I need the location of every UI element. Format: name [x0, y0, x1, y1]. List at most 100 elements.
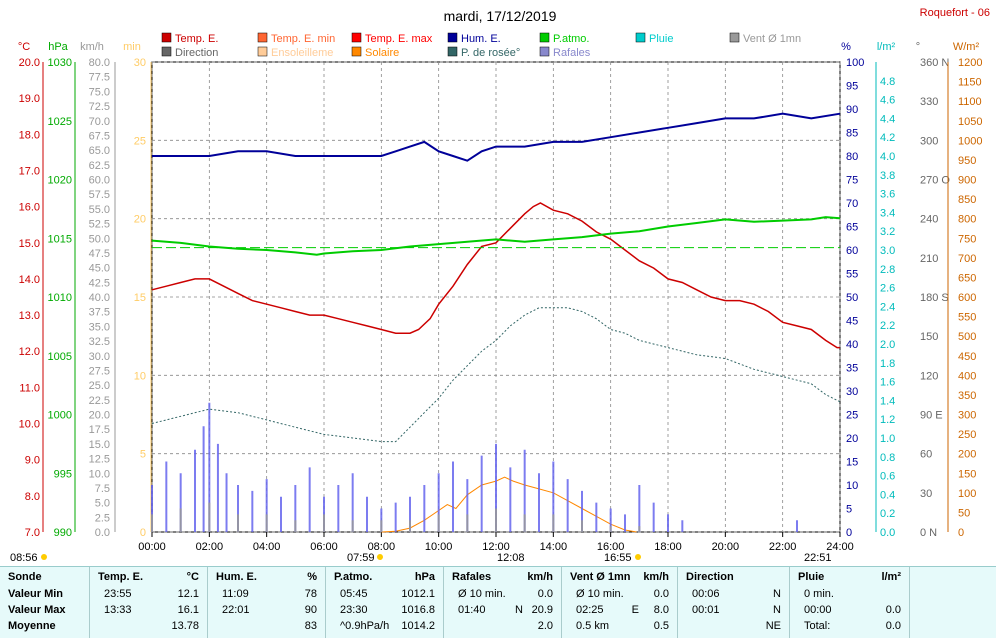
stats-column: Hum. E.% 11:09 78 22:01 90 83	[208, 567, 326, 638]
direction-tick: 0 N	[920, 527, 937, 539]
solar-tick: 100	[958, 488, 976, 500]
rain-axis-unit: l/m²	[877, 41, 896, 53]
pressure-tick: 1005	[48, 351, 72, 363]
stats-cell-value: 1012.1	[401, 588, 435, 600]
legend-swatch	[351, 46, 362, 57]
stats-cell-time: 23:30	[340, 604, 368, 616]
stats-cell-value: N	[773, 604, 781, 616]
solar-tick: 1200	[958, 57, 982, 69]
legend-swatch	[635, 32, 646, 43]
wind-tick: 10.0	[89, 468, 110, 480]
direction-tick: 150	[920, 331, 938, 343]
direction-tick: 120	[920, 370, 938, 382]
stats-cell-value: 0.0	[537, 588, 553, 600]
rain-tick: 3.2	[880, 226, 895, 238]
stats-cell-time: 02:25	[576, 604, 604, 616]
legend-label: Pluie	[649, 33, 673, 45]
humidity-tick: 5	[846, 504, 852, 516]
sun-icon	[377, 554, 383, 560]
wind-tick: 75.0	[89, 86, 110, 98]
solar-tick: 0	[958, 527, 964, 539]
time-tick: 18:00	[654, 541, 682, 553]
stats-cell-value: 8.0	[653, 604, 669, 616]
wind-tick: 22.5	[89, 395, 110, 407]
time-tick: 16:00	[597, 541, 625, 553]
chart-title: mardi, 17/12/2019	[444, 8, 557, 24]
rain-tick: 0.0	[880, 527, 895, 539]
legend-label: Temp. E. max	[365, 33, 433, 45]
pressure-tick: 1015	[48, 233, 72, 245]
rain-tick: 4.8	[880, 76, 895, 88]
temp-tick: 11.0	[19, 382, 40, 394]
legend-label: Rafales	[553, 47, 591, 59]
legend-swatch	[161, 32, 172, 43]
stats-cell-value: 0.0	[653, 588, 669, 600]
stats-column: Sonde Valeur Min Valeur Max Moyenne	[0, 567, 90, 638]
wind-tick: 47.5	[89, 248, 110, 260]
sun-tick: 15	[134, 292, 146, 304]
tmax-time-label: 12:08	[497, 552, 525, 564]
direction-axis-unit: °	[916, 41, 920, 53]
stats-header: Sonde	[8, 571, 42, 583]
stats-cell-value: 20.9	[531, 604, 553, 616]
rain-tick: 2.8	[880, 264, 895, 276]
stats-column: Pluie l/m² 0 min. 00:00 0.0 Total: 0.0	[790, 567, 910, 638]
temp-tick: 7.0	[25, 527, 40, 539]
direction-tick: 60	[920, 449, 932, 461]
wind-tick: 42.5	[89, 277, 110, 289]
solar-tick: 150	[958, 468, 976, 480]
rain-tick: 3.0	[880, 245, 895, 257]
time-tick: 22:00	[769, 541, 797, 553]
solar-axis-unit: W/m²	[953, 41, 980, 53]
humidity-tick: 60	[846, 245, 858, 257]
wind-tick: 17.5	[89, 424, 110, 436]
stats-header-unit: °C	[186, 571, 199, 583]
solar-tick: 950	[958, 155, 976, 167]
temp-tick: 14.0	[19, 274, 40, 286]
rain-tick: 4.0	[880, 151, 895, 163]
stats-header: Temp. E.	[98, 571, 144, 583]
humidity-tick: 65	[846, 222, 858, 234]
stats-cell-time: 23:55	[104, 588, 132, 600]
humidity-tick: 25	[846, 410, 858, 422]
wind-tick: 80.0	[89, 57, 110, 69]
direction-tick: 180 S	[920, 292, 949, 304]
wind-tick: 0.0	[95, 527, 110, 539]
humidity-tick: 0	[846, 527, 852, 539]
rain-tick: 1.8	[880, 358, 895, 370]
stats-cell-value: 1016.8	[401, 604, 435, 616]
legend-swatch	[351, 32, 362, 43]
stats-cell-time: 22:01	[222, 604, 250, 616]
solar-tick: 800	[958, 214, 976, 226]
moon-icon	[635, 554, 641, 560]
pressure-tick: 995	[54, 468, 72, 480]
stats-cell-time: 05:45	[340, 588, 368, 600]
stats-cell-time: 00:01	[692, 604, 720, 616]
stats-header: Direction	[686, 571, 734, 583]
wind-tick: 67.5	[89, 130, 110, 142]
stats-cell-value: 90	[304, 604, 317, 616]
stats-cell-time: ^0.9hPa/h	[340, 620, 390, 632]
sunset-label: 16:55	[604, 552, 632, 564]
stats-cell-value: NE	[765, 620, 781, 632]
wind-tick: 65.0	[89, 145, 110, 157]
stats-header-unit: km/h	[527, 571, 553, 583]
solar-tick: 250	[958, 429, 976, 441]
solar-tick: 600	[958, 292, 976, 304]
stats-cell-time: 0.5 km	[576, 620, 610, 632]
temp-tick: 12.0	[19, 346, 40, 358]
legend-swatch	[257, 32, 268, 43]
weather-chart: mardi, 17/12/2019 Roquefort - 06 Temp. E. T…	[10, 7, 990, 564]
stats-cell-value: 0.0	[885, 620, 901, 632]
humidity-tick: 100	[846, 57, 864, 69]
legend-label: Ensoleilleme	[271, 47, 333, 59]
time-tick: 12:00	[482, 541, 510, 553]
stats-column: Temp. E. °C 23:55 12.1 13:33 16.1 13.78	[90, 567, 208, 638]
rain-tick: 0.2	[880, 508, 895, 520]
wind-tick: 37.5	[89, 307, 110, 319]
wind-tick: 52.5	[89, 219, 110, 231]
stats-column: Rafales km/h Ø 10 min. 0.0 01:40 N 20.9 2.0	[444, 567, 562, 638]
time-tick: 00:00	[138, 541, 166, 553]
rain-tick: 2.0	[880, 339, 895, 351]
temp-tick: 16.0	[19, 202, 40, 214]
